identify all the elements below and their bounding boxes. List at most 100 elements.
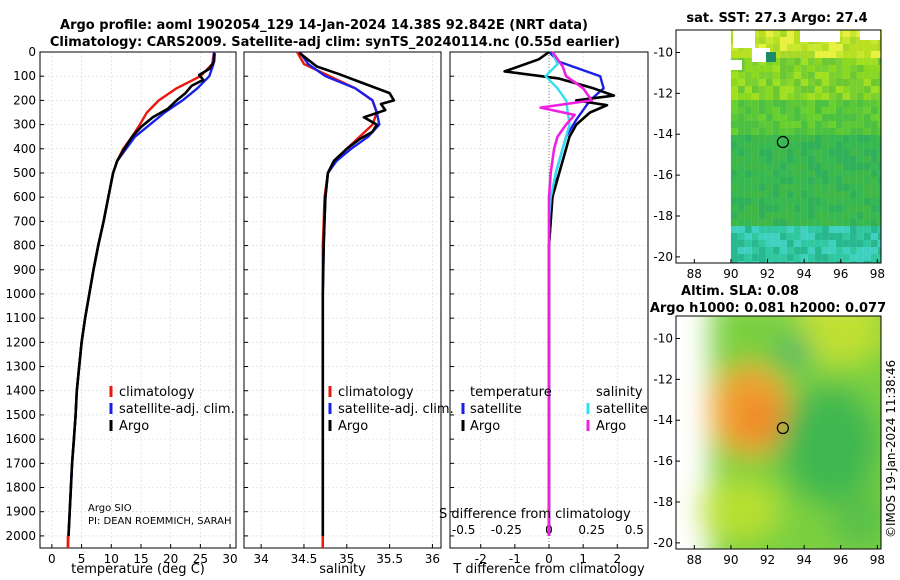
sst-cell xyxy=(786,219,794,226)
sst-cell xyxy=(877,58,881,65)
sst-cell xyxy=(737,163,745,170)
sst-cell xyxy=(744,156,752,163)
map-x-tick-label: 92 xyxy=(760,267,775,281)
sst-cell xyxy=(807,79,815,86)
legend-title-temperature: temperature xyxy=(470,385,552,400)
x-tick-label: 0 xyxy=(48,552,56,566)
sst-cell xyxy=(751,240,759,247)
sst-cell xyxy=(779,100,787,107)
sst-cell xyxy=(786,86,794,93)
sst-cell xyxy=(870,93,878,100)
sst-cell xyxy=(786,205,794,212)
sst-cell xyxy=(730,226,738,233)
sst-cell xyxy=(758,205,766,212)
sla-low-anomaly xyxy=(779,334,811,366)
sst-cell xyxy=(849,254,857,261)
difference-panel: -2 -1 0 1 2T difference from climatology -0.5… xyxy=(449,50,649,577)
sst-cell xyxy=(779,163,787,170)
map-x-tick-label: 90 xyxy=(723,267,738,281)
sst-cell xyxy=(786,121,794,128)
y-tick-label: 100 xyxy=(13,69,36,83)
sst-cell xyxy=(779,156,787,163)
sst-cell xyxy=(793,65,801,72)
sst-cell xyxy=(842,163,850,170)
sst-cell xyxy=(807,219,815,226)
sst-cell xyxy=(877,142,881,149)
sst-cell xyxy=(786,51,794,58)
sst-cell xyxy=(807,226,815,233)
sst-cell xyxy=(772,191,780,198)
sst-cell xyxy=(737,100,745,107)
sst-cell xyxy=(807,128,815,135)
x-tick-label: 34.5 xyxy=(291,552,318,566)
sst-cell xyxy=(842,261,850,263)
sst-cell xyxy=(835,156,843,163)
sst-cell xyxy=(779,79,787,86)
sst-cell xyxy=(737,212,745,219)
sst-cell xyxy=(863,79,871,86)
sst-cell xyxy=(821,135,829,142)
map-y-tick-label: -10 xyxy=(653,45,673,59)
sst-cell xyxy=(863,212,871,219)
sst-cell xyxy=(758,191,766,198)
sst-cell xyxy=(786,142,794,149)
sst-cell xyxy=(730,184,738,191)
sst-cell xyxy=(842,79,850,86)
sst-cell xyxy=(863,100,871,107)
sst-cell xyxy=(807,261,815,263)
temperature-legend: climatology satellite-adj. clim. Argo xyxy=(109,385,235,434)
sst-cell xyxy=(786,198,794,205)
sst-cell xyxy=(849,205,857,212)
sst-cell xyxy=(807,184,815,191)
sst-cell xyxy=(779,128,787,135)
sst-cell xyxy=(730,233,738,240)
sst-cell xyxy=(786,30,794,37)
sst-cell xyxy=(772,247,780,254)
sst-cell xyxy=(821,51,829,58)
sst-cell xyxy=(751,100,759,107)
sst-cell xyxy=(786,79,794,86)
sst-cell xyxy=(772,240,780,247)
sst-cell xyxy=(765,142,773,149)
x-tick-label: -1 xyxy=(509,552,521,566)
sst-cell xyxy=(821,184,829,191)
sst-cell xyxy=(849,128,857,135)
sst-cell xyxy=(766,52,776,62)
y-tick-label: 700 xyxy=(13,214,36,228)
x-tick-label: 30 xyxy=(222,552,237,566)
sst-cell xyxy=(814,114,822,121)
sst-cell xyxy=(807,93,815,100)
sst-cell xyxy=(800,114,808,121)
sst-cell xyxy=(849,79,857,86)
sst-cell xyxy=(800,149,808,156)
map-y-tick-label: -20 xyxy=(653,536,673,550)
sst-cell xyxy=(758,65,766,72)
sst-cell xyxy=(870,170,878,177)
sst-cell xyxy=(842,240,850,247)
sst-float-position-marker xyxy=(776,135,789,149)
sst-cell xyxy=(772,30,780,37)
sst-cell xyxy=(765,261,773,263)
sst-cell xyxy=(821,198,829,205)
sst-cell xyxy=(821,58,829,65)
sst-cell xyxy=(800,226,808,233)
sst-cell xyxy=(849,149,857,156)
sst-cell xyxy=(786,128,794,135)
sst-cell xyxy=(772,114,780,121)
sst-cell xyxy=(779,142,787,149)
sst-cell xyxy=(758,184,766,191)
sst-cell xyxy=(793,156,801,163)
sst-cell xyxy=(849,156,857,163)
sst-cell xyxy=(835,121,843,128)
sst-cell xyxy=(870,240,878,247)
sst-cell xyxy=(828,226,836,233)
sst-cell xyxy=(835,170,843,177)
sst-cell xyxy=(877,51,881,58)
sst-cell xyxy=(870,44,878,51)
sst-cell xyxy=(814,72,822,79)
sst-cell xyxy=(870,121,878,128)
sst-cell xyxy=(821,93,829,100)
sst-cell xyxy=(772,184,780,191)
sst-cell xyxy=(772,198,780,205)
sst-cell xyxy=(793,30,801,37)
